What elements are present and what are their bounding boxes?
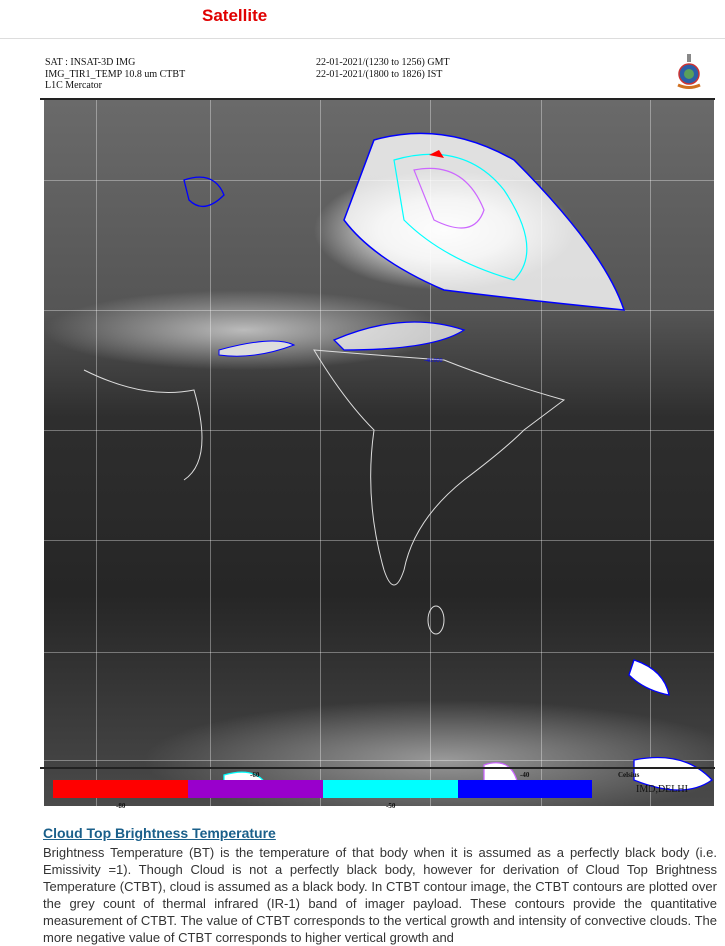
divider [0, 38, 725, 39]
projection: L1C Mercator [45, 80, 102, 91]
time-ist: 22-01-2021/(1800 to 1826) IST [316, 68, 443, 80]
colorbar-label: -60 [250, 771, 260, 779]
colorbar-segment-purple [188, 780, 323, 798]
section-title-link[interactable]: Cloud Top Brightness Temperature [43, 825, 276, 841]
contours [83, 132, 713, 796]
colorbar-segment-red [53, 780, 188, 798]
imd-logo-icon [677, 54, 701, 89]
satellite-name: SAT : INSAT-3D IMG [45, 57, 136, 68]
header-left: SAT : INSAT-3D IMG IMG_TIR1_TEMP 10.8 um… [45, 57, 185, 92]
page-title: Satellite [202, 6, 268, 25]
header-right: 22-01-2021/(1230 to 1256) GMT 22-01-2021… [316, 57, 450, 80]
satellite-image: -40.000 [44, 100, 714, 806]
product-name: IMG_TIR1_TEMP 10.8 um CTBT [45, 68, 186, 80]
colorbar-label: -80 [116, 802, 126, 810]
section-description: Brightness Temperature (BT) is the tempe… [43, 845, 717, 945]
colorbar-label: -40 [520, 771, 530, 779]
colorbar-segment-blue [458, 780, 592, 798]
divider [40, 98, 715, 100]
contour-label: -40.000 [424, 358, 443, 364]
time-gmt: 22-01-2021/(1230 to 1256) GMT [316, 57, 450, 68]
colorbar-label: -50 [386, 802, 396, 810]
credit-label: IMD,DELHI [636, 784, 688, 795]
colorbar-unit: Celsius [618, 771, 640, 779]
satellite-figure: SAT : INSAT-3D IMG IMG_TIR1_TEMP 10.8 um… [40, 50, 720, 810]
divider [40, 767, 715, 769]
colorbar-segment-cyan [323, 780, 458, 798]
